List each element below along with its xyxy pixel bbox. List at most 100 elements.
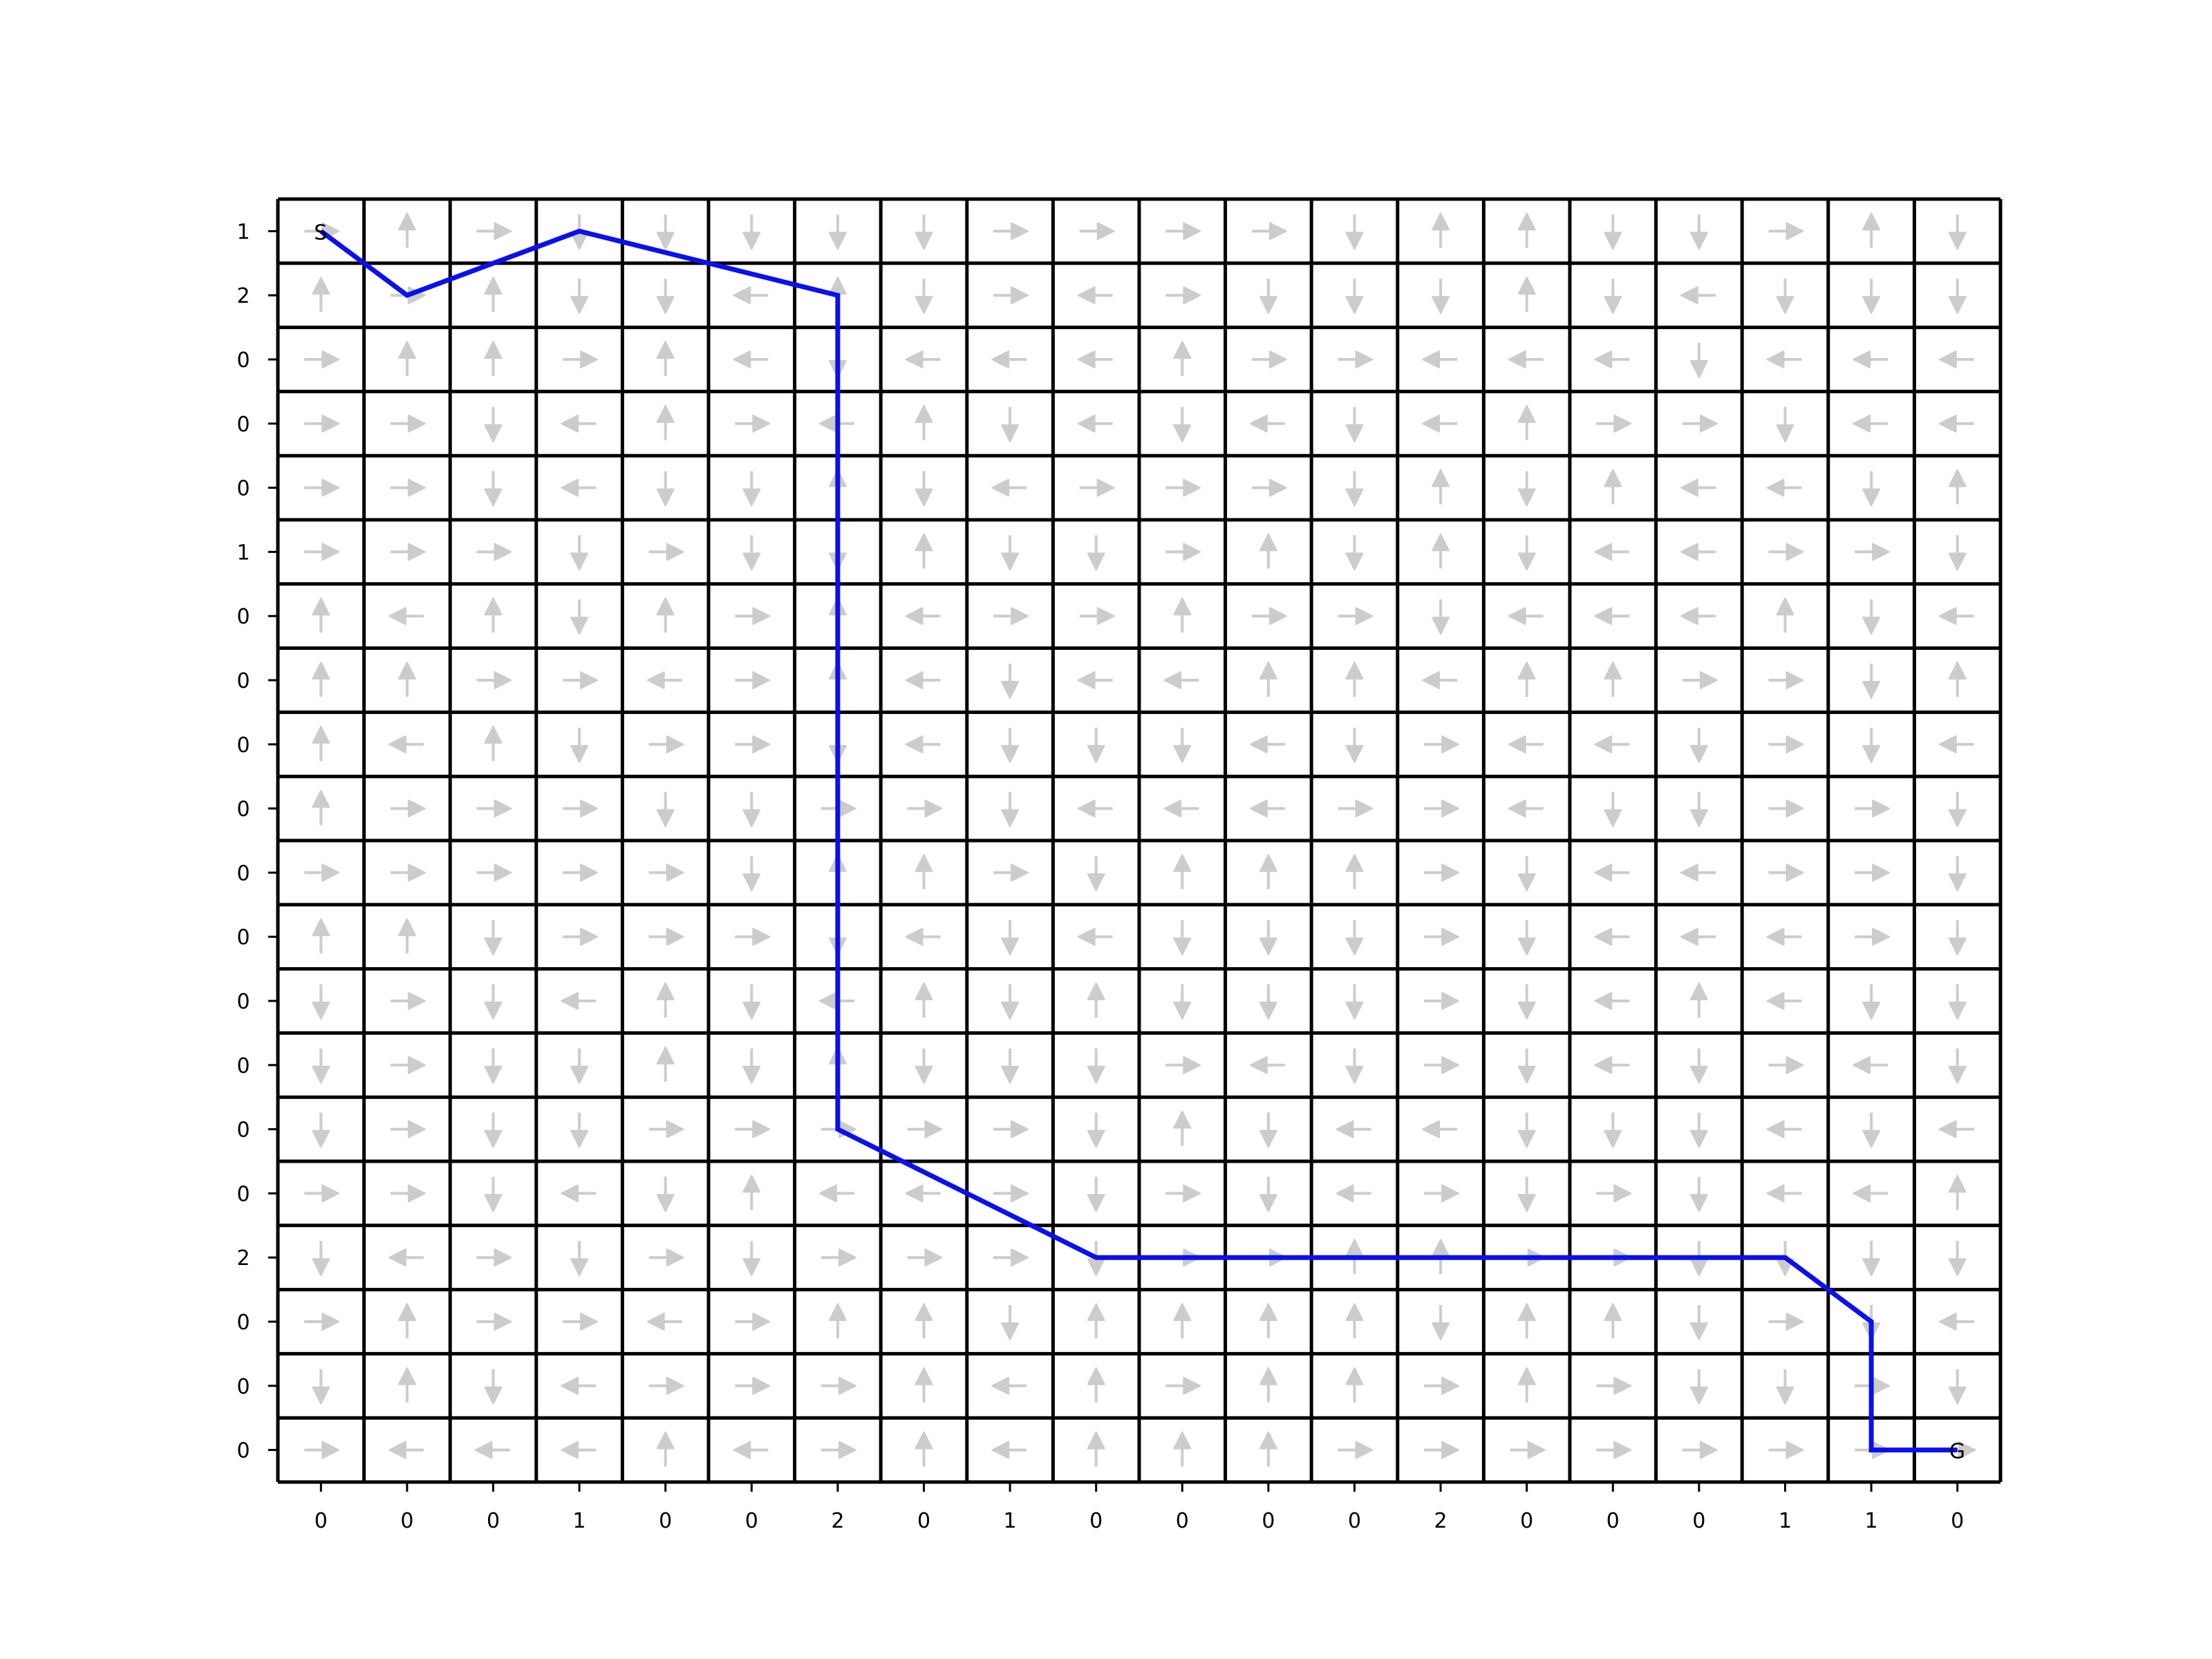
arrow-down-icon <box>570 727 589 763</box>
arrow-head <box>924 1120 943 1138</box>
arrow-down-icon <box>1001 727 1020 763</box>
arrow-right-icon <box>648 543 684 561</box>
arrow-right-icon <box>648 1376 684 1395</box>
arrow-head <box>494 222 512 241</box>
arrow-up-icon <box>1948 662 1967 697</box>
arrow-right-icon <box>476 671 512 689</box>
arrow-up-icon <box>1604 1303 1622 1338</box>
arrow-left-icon <box>1766 928 1802 946</box>
arrow-head <box>742 1258 761 1277</box>
arrow-down-icon <box>656 214 675 250</box>
arrow-head <box>312 1386 330 1405</box>
arrow-right-icon <box>1424 928 1460 946</box>
arrow-head <box>915 296 933 315</box>
arrow-head <box>1183 1184 1201 1203</box>
arrow-left-icon <box>1594 543 1630 561</box>
arrow-right-icon <box>1165 543 1201 561</box>
arrow-right-icon <box>476 1313 512 1331</box>
arrow-up-icon <box>397 1303 416 1338</box>
arrow-head <box>1087 1303 1105 1321</box>
arrow-head <box>1853 414 1871 433</box>
arrow-right-icon <box>476 222 512 241</box>
arrow-head <box>656 296 675 315</box>
arrow-head <box>570 1065 589 1084</box>
arrow-up-icon <box>915 1367 933 1403</box>
arrow-head <box>1183 1376 1201 1395</box>
arrow-down-icon <box>484 1177 503 1212</box>
arrow-down-icon <box>915 214 933 250</box>
arrow-head <box>1087 552 1105 571</box>
arrow-down-icon <box>484 406 503 442</box>
arrow-up-icon <box>656 1431 675 1467</box>
arrow-head <box>321 350 340 368</box>
arrow-head <box>561 1376 579 1395</box>
row-axis-labels: 1 2 0 0 0 1 0 0 0 0 0 0 0 0 0 0 2 0 0 0 <box>236 220 250 1463</box>
arrow-left-icon <box>1594 928 1630 946</box>
arrow-head <box>1853 1184 1871 1203</box>
arrow-head <box>1785 1313 1804 1331</box>
arrow-up-icon <box>1173 854 1192 890</box>
arrow-head <box>915 533 933 552</box>
arrow-right-icon <box>1165 1376 1201 1395</box>
arrow-down-icon <box>915 471 933 507</box>
arrow-right-icon <box>993 286 1029 305</box>
arrow-down-icon <box>570 1241 589 1277</box>
arrow-down-icon <box>1689 1369 1708 1405</box>
row-label: 1 <box>236 541 250 565</box>
arrow-down-icon <box>1948 920 1967 956</box>
arrow-right-icon <box>648 1120 684 1138</box>
arrow-right-icon <box>648 1248 684 1267</box>
arrow-head <box>1441 1056 1460 1074</box>
arrow-down-icon <box>1345 535 1364 571</box>
arrow-down-icon <box>1001 1305 1020 1340</box>
arrow-head <box>1594 992 1613 1010</box>
arrow-up-icon <box>915 1431 933 1467</box>
arrow-head <box>991 1376 1010 1395</box>
arrow-head <box>752 1120 771 1138</box>
arrow-head <box>484 1130 503 1148</box>
arrow-left-icon <box>905 735 941 753</box>
arrow-right-icon <box>1424 1376 1460 1395</box>
arrow-head <box>570 617 589 635</box>
arrow-head <box>321 863 340 882</box>
arrow-head <box>1517 404 1536 423</box>
arrow-left-icon <box>1680 863 1716 882</box>
column-label: 0 <box>1606 1509 1620 1533</box>
arrow-head <box>1259 937 1277 956</box>
arrow-head <box>752 928 771 946</box>
arrow-right-icon <box>390 799 426 818</box>
arrow-head <box>1173 424 1192 442</box>
arrow-head <box>1948 662 1967 679</box>
arrow-down-icon <box>1087 1112 1105 1148</box>
arrow-down-icon <box>1517 1177 1536 1212</box>
arrow-head <box>1441 799 1460 818</box>
arrow-up-icon <box>1087 982 1105 1018</box>
arrow-head <box>1087 1367 1105 1385</box>
arrow-head <box>838 1248 856 1267</box>
arrow-head <box>1259 1303 1277 1321</box>
arrow-left-icon <box>733 350 769 368</box>
arrow-head <box>397 1367 416 1385</box>
arrow-head <box>397 212 416 231</box>
arrow-right-icon <box>1768 1056 1804 1074</box>
arrow-down-icon <box>1689 343 1708 378</box>
arrow-head <box>570 744 589 763</box>
arrow-right-icon <box>907 799 943 818</box>
arrow-head <box>561 414 579 433</box>
arrow-down-icon <box>1948 1241 1967 1277</box>
arrow-head <box>1766 992 1785 1010</box>
arrow-head <box>484 597 503 616</box>
arrow-left-icon <box>733 286 769 305</box>
arrow-head <box>407 1056 426 1074</box>
arrow-left-icon <box>991 478 1027 497</box>
arrow-head <box>312 662 330 679</box>
arrow-right-icon <box>1768 1441 1804 1459</box>
arrow-head <box>915 982 933 1000</box>
arrow-head <box>1689 1194 1708 1212</box>
arrow-down-icon <box>1948 856 1967 892</box>
arrow-right-icon <box>1424 1441 1460 1459</box>
arrow-left-icon <box>1077 350 1113 368</box>
arrow-down-icon <box>1862 471 1881 507</box>
arrow-head <box>312 1065 330 1084</box>
arrow-right-icon <box>1596 1376 1632 1395</box>
